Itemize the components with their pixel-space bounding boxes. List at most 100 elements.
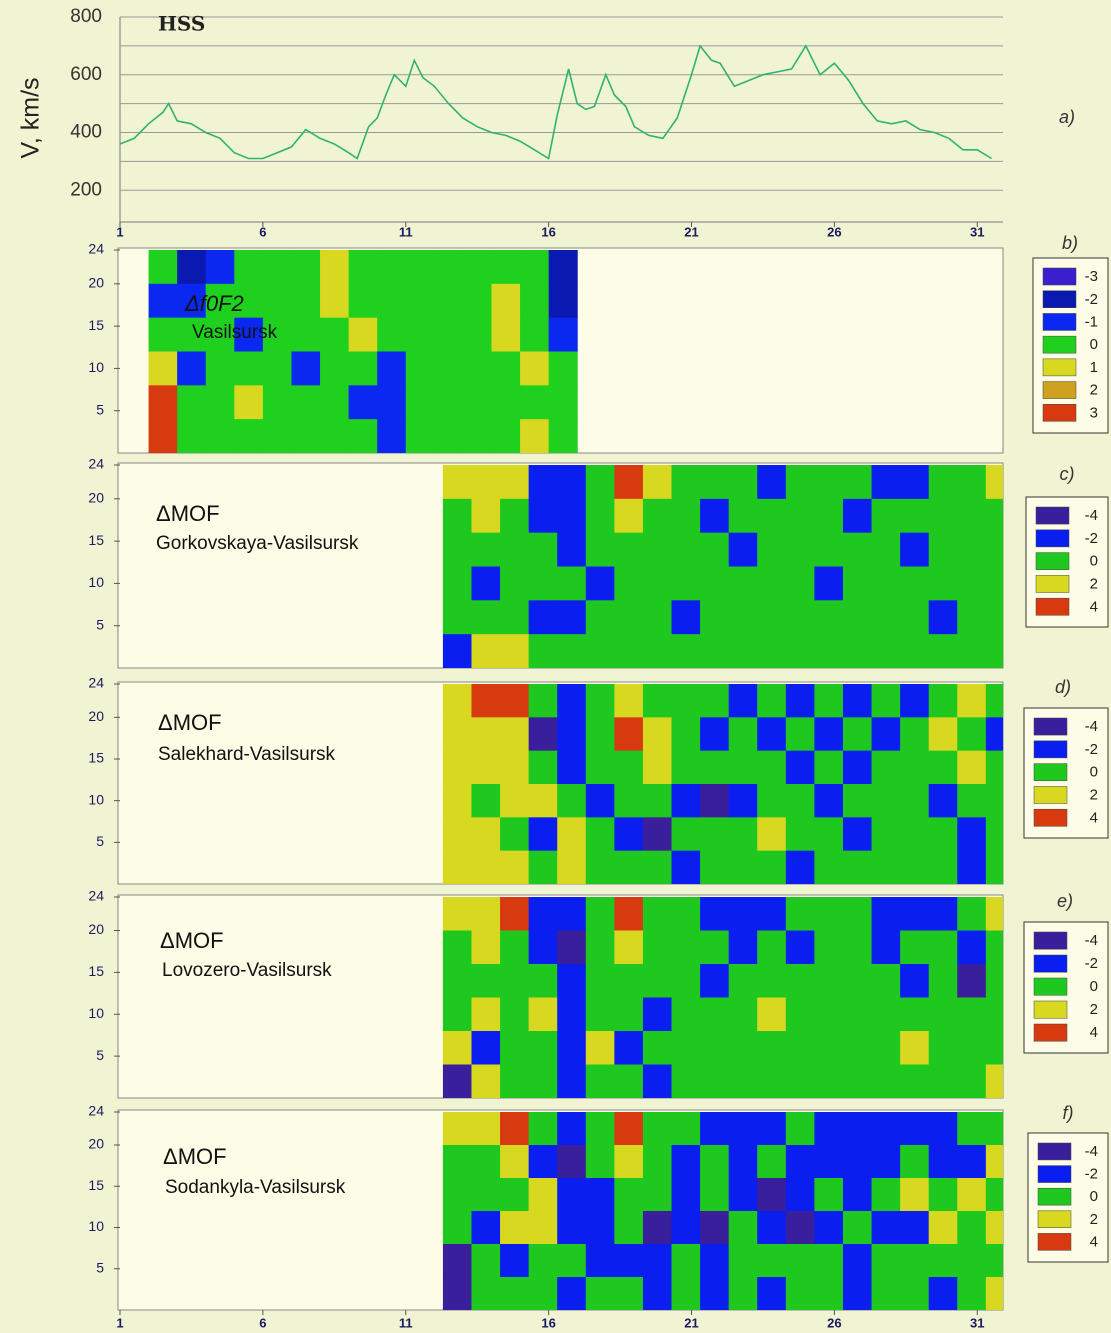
heat-cell bbox=[814, 1277, 844, 1310]
x-tick-label: 11 bbox=[399, 1315, 413, 1330]
heat-cell bbox=[557, 817, 587, 852]
heat-cell bbox=[262, 317, 292, 352]
heat-cell bbox=[928, 717, 958, 752]
y-tick-label: 20 bbox=[88, 1136, 104, 1152]
heat-cell bbox=[728, 964, 758, 998]
heat-cell bbox=[528, 1145, 558, 1179]
legend-swatch bbox=[1037, 1233, 1072, 1251]
heat-cell bbox=[262, 419, 292, 453]
heat-cell bbox=[471, 1145, 501, 1179]
heat-cell bbox=[642, 897, 673, 931]
heat-cell bbox=[614, 784, 644, 818]
heat-cell bbox=[671, 634, 701, 668]
heat-cell bbox=[671, 1211, 701, 1245]
heat-cell bbox=[842, 817, 873, 852]
legend-swatch bbox=[1033, 931, 1068, 950]
heat-cell bbox=[842, 1031, 873, 1065]
heat-cell bbox=[320, 385, 350, 420]
heat-cell bbox=[557, 566, 587, 601]
heat-cell bbox=[442, 997, 472, 1032]
legend-swatch bbox=[1042, 290, 1077, 309]
heat-cell bbox=[757, 784, 787, 818]
heat-cell bbox=[985, 1244, 1003, 1278]
heat-cell bbox=[842, 717, 873, 752]
heat-cell bbox=[642, 850, 673, 884]
heat-cell bbox=[557, 532, 587, 567]
heat-cell bbox=[585, 964, 615, 998]
heat-cell bbox=[900, 498, 930, 534]
heat-cell bbox=[814, 750, 844, 785]
heat-cell bbox=[557, 750, 587, 785]
heat-cell bbox=[900, 930, 930, 965]
heat-cell bbox=[671, 717, 701, 752]
heat-cell bbox=[671, 1178, 701, 1212]
x-tick-label: 16 bbox=[541, 1315, 555, 1330]
heat-cell bbox=[700, 1031, 730, 1065]
heat-cell bbox=[728, 532, 758, 567]
heat-cell bbox=[985, 897, 1003, 931]
heat-cell bbox=[871, 600, 901, 635]
heat-cell bbox=[928, 1178, 958, 1212]
heat-cell bbox=[528, 1112, 558, 1146]
heat-cell bbox=[548, 419, 578, 453]
heat-cell bbox=[957, 750, 987, 785]
heat-cell bbox=[957, 465, 987, 500]
heat-cell bbox=[614, 600, 644, 635]
heat-cell bbox=[957, 784, 987, 818]
panel-subtitle: Lovozero-Vasilsursk bbox=[162, 960, 332, 981]
heat-cell bbox=[900, 600, 930, 635]
heat-cell bbox=[700, 930, 730, 965]
heat-cell bbox=[814, 1031, 844, 1065]
heat-cell bbox=[757, 964, 787, 998]
heat-cell bbox=[557, 684, 587, 718]
heat-cell bbox=[148, 385, 178, 420]
heat-cell bbox=[177, 283, 207, 319]
heat-cell bbox=[320, 317, 350, 352]
heat-cell bbox=[234, 419, 264, 453]
heat-cell bbox=[642, 997, 673, 1032]
heat-cell bbox=[614, 717, 644, 752]
heat-cell bbox=[842, 1244, 873, 1278]
heat-cell bbox=[785, 850, 815, 884]
heat-cell bbox=[614, 850, 644, 884]
heat-cell bbox=[671, 784, 701, 818]
heat-cell bbox=[757, 600, 787, 635]
heat-cell bbox=[928, 684, 958, 718]
heat-cell bbox=[500, 784, 530, 818]
heat-cell bbox=[500, 532, 530, 567]
heat-cell bbox=[500, 1064, 530, 1098]
heat-cell bbox=[442, 1031, 472, 1065]
heat-cell bbox=[842, 600, 873, 635]
panel-title: ΔMOF bbox=[156, 501, 220, 526]
heat-cell bbox=[528, 532, 558, 567]
heat-cell bbox=[585, 897, 615, 931]
panel-label: c) bbox=[1060, 464, 1075, 484]
heat-cell bbox=[614, 897, 644, 931]
heat-cell bbox=[757, 532, 787, 567]
heat-cell bbox=[642, 1112, 673, 1146]
heat-cell bbox=[642, 1178, 673, 1212]
x-tick-label: 21 bbox=[684, 224, 698, 239]
x-tick-label: 31 bbox=[970, 224, 984, 239]
heat-cell bbox=[671, 897, 701, 931]
legend-label: 3 bbox=[1090, 404, 1098, 421]
legend-label: 2 bbox=[1090, 786, 1098, 803]
heat-cell bbox=[528, 1277, 558, 1310]
heat-cell bbox=[442, 684, 472, 718]
heat-cell bbox=[842, 1211, 873, 1245]
heat-cell bbox=[585, 1112, 615, 1146]
heat-cell bbox=[928, 532, 958, 567]
heat-cell bbox=[700, 897, 730, 931]
heat-cell bbox=[614, 498, 644, 534]
heat-cell bbox=[900, 1178, 930, 1212]
heat-cell bbox=[291, 250, 321, 285]
heat-cell bbox=[842, 930, 873, 965]
heat-cell bbox=[814, 897, 844, 931]
y-tick-label: 15 bbox=[88, 317, 104, 333]
heat-cell bbox=[871, 750, 901, 785]
y-tick-label: 20 bbox=[88, 490, 104, 506]
heat-cell bbox=[728, 997, 758, 1032]
heat-cell bbox=[785, 1031, 815, 1065]
heat-cell bbox=[957, 1244, 987, 1278]
heat-cell bbox=[557, 897, 587, 931]
